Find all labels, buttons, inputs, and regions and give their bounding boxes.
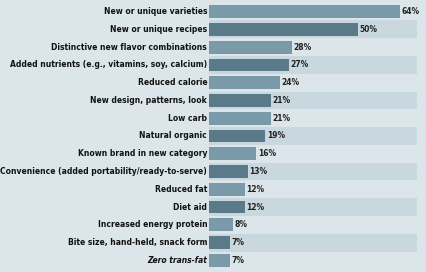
Bar <box>209 163 417 180</box>
Text: 16%: 16% <box>258 149 276 158</box>
Bar <box>209 147 256 160</box>
Bar <box>209 129 265 143</box>
Text: New design, patterns, look: New design, patterns, look <box>90 96 207 105</box>
Bar <box>209 94 271 107</box>
Bar <box>209 254 230 267</box>
Text: 8%: 8% <box>234 220 247 229</box>
Text: Convenience (added portability/ready-to-serve): Convenience (added portability/ready-to-… <box>0 167 207 176</box>
Bar <box>209 236 230 249</box>
Bar <box>209 216 417 234</box>
Text: Distinctive new flavor combinations: Distinctive new flavor combinations <box>52 43 207 52</box>
Bar <box>209 109 417 127</box>
Bar <box>209 20 417 38</box>
Bar <box>209 92 417 109</box>
Text: 21%: 21% <box>273 96 291 105</box>
Text: Added nutrients (e.g., vitamins, soy, calcium): Added nutrients (e.g., vitamins, soy, ca… <box>10 60 207 69</box>
Bar <box>209 198 417 216</box>
Text: Bite size, hand-held, snack form: Bite size, hand-held, snack form <box>68 238 207 247</box>
Text: Low carb: Low carb <box>168 114 207 123</box>
Bar <box>209 41 292 54</box>
Bar <box>209 3 417 20</box>
Text: New or unique varieties: New or unique varieties <box>104 7 207 16</box>
Bar <box>209 218 233 231</box>
Text: Known brand in new category: Known brand in new category <box>78 149 207 158</box>
Bar <box>209 56 417 74</box>
Text: Diet aid: Diet aid <box>173 203 207 212</box>
Bar <box>209 201 245 214</box>
Text: 50%: 50% <box>360 25 377 34</box>
Text: 21%: 21% <box>273 114 291 123</box>
Text: Increased energy protein: Increased energy protein <box>98 220 207 229</box>
Text: 13%: 13% <box>249 167 267 176</box>
Text: Reduced calorie: Reduced calorie <box>138 78 207 87</box>
Bar <box>209 145 417 163</box>
Text: 27%: 27% <box>291 60 309 69</box>
Text: 12%: 12% <box>246 185 264 194</box>
Text: 12%: 12% <box>246 203 264 212</box>
Bar <box>209 5 400 18</box>
Bar <box>209 234 417 252</box>
Bar <box>209 165 248 178</box>
Text: 7%: 7% <box>231 238 244 247</box>
Bar <box>209 127 417 145</box>
Bar <box>209 180 417 198</box>
Text: 7%: 7% <box>231 256 244 265</box>
Text: Reduced fat: Reduced fat <box>155 185 207 194</box>
Bar <box>209 23 358 36</box>
Bar <box>209 58 289 71</box>
Text: 64%: 64% <box>401 7 419 16</box>
Text: Zero trans-fat: Zero trans-fat <box>147 256 207 265</box>
Text: New or unique recipes: New or unique recipes <box>110 25 207 34</box>
Bar <box>209 38 417 56</box>
Text: 19%: 19% <box>267 131 285 141</box>
Bar <box>209 112 271 125</box>
Bar <box>209 76 280 89</box>
Bar <box>209 183 245 196</box>
Text: 28%: 28% <box>294 43 312 52</box>
Text: Natural organic: Natural organic <box>139 131 207 141</box>
Text: 24%: 24% <box>282 78 300 87</box>
Bar <box>209 252 417 269</box>
Bar <box>209 74 417 92</box>
